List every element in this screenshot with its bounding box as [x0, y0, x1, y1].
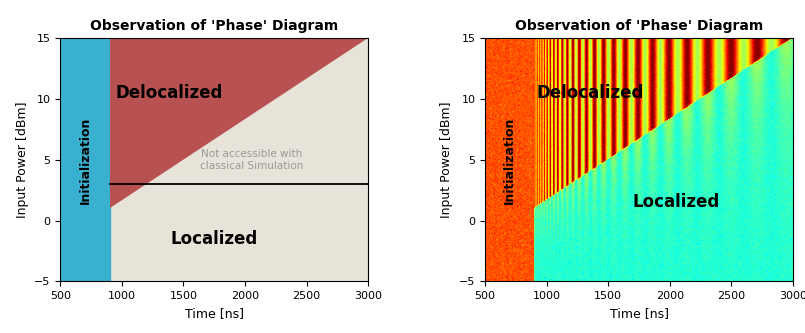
Text: Localized: Localized	[171, 230, 258, 248]
Title: Observation of 'Phase' Diagram: Observation of 'Phase' Diagram	[90, 19, 338, 33]
X-axis label: Time [ns]: Time [ns]	[609, 307, 668, 320]
Title: Observation of 'Phase' Diagram: Observation of 'Phase' Diagram	[515, 19, 763, 33]
Text: Initialization: Initialization	[503, 116, 516, 203]
Text: Delocalized: Delocalized	[536, 84, 643, 102]
Text: Delocalized: Delocalized	[115, 84, 222, 102]
Y-axis label: Input Power [dBm]: Input Power [dBm]	[440, 102, 453, 218]
Bar	[60, 38, 109, 281]
Y-axis label: Input Power [dBm]: Input Power [dBm]	[16, 102, 29, 218]
Polygon shape	[109, 38, 368, 208]
X-axis label: Time [ns]: Time [ns]	[185, 307, 244, 320]
Text: Initialization: Initialization	[79, 116, 92, 203]
Text: Not accessible with
classical Simulation: Not accessible with classical Simulation	[200, 149, 303, 170]
Text: Localized: Localized	[633, 193, 720, 211]
